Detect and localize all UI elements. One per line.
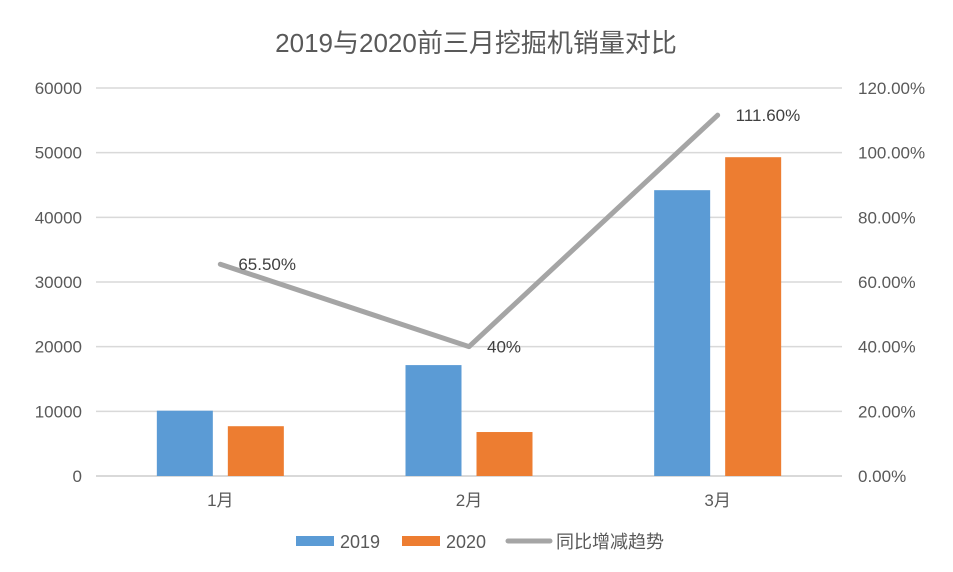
y2-tick-label: 60.00% — [858, 273, 916, 292]
y2-tick-label: 100.00% — [858, 144, 925, 163]
y2-tick-label: 20.00% — [858, 402, 916, 421]
bar-2020-1月 — [227, 426, 284, 476]
x-tick-label: 1月 — [207, 491, 233, 510]
y-tick-label: 60000 — [35, 79, 82, 98]
legend-label: 同比增减趋势 — [556, 532, 664, 552]
line-data-label: 40% — [487, 338, 521, 357]
line-data-label: 111.60% — [736, 106, 801, 125]
y-tick-label: 0 — [73, 467, 82, 486]
trend-line — [217, 112, 721, 350]
y-tick-label: 40000 — [35, 208, 82, 227]
bar-2019-3月 — [654, 190, 711, 476]
y2-tick-label: 120.00% — [858, 79, 925, 98]
y-tick-label: 10000 — [35, 402, 82, 421]
line-data-label: 65.50% — [238, 255, 296, 274]
x-tick-label: 3月 — [704, 491, 730, 510]
y2-tick-label: 80.00% — [858, 208, 916, 227]
bar-2020-3月 — [725, 157, 782, 476]
bar-2019-1月 — [156, 410, 213, 476]
chart-title: 2019与2020前三月挖掘机销量对比 — [275, 28, 677, 58]
legend-item: 2019 — [296, 532, 380, 552]
y-tick-label: 20000 — [35, 338, 82, 357]
legend-item: 2020 — [402, 532, 486, 552]
legend-label: 2020 — [446, 532, 486, 552]
y2-tick-label: 40.00% — [858, 338, 916, 357]
legend-label: 2019 — [340, 532, 380, 552]
x-tick-label: 2月 — [456, 491, 482, 510]
y-tick-label: 50000 — [35, 144, 82, 163]
legend-item: 同比增减趋势 — [505, 532, 664, 552]
legend-swatch — [296, 536, 334, 546]
y2-tick-label: 0.00% — [858, 467, 906, 486]
bar-2020-2月 — [476, 432, 533, 476]
bar-2019-2月 — [405, 365, 462, 476]
y-tick-label: 30000 — [35, 273, 82, 292]
legend-swatch — [402, 536, 440, 546]
